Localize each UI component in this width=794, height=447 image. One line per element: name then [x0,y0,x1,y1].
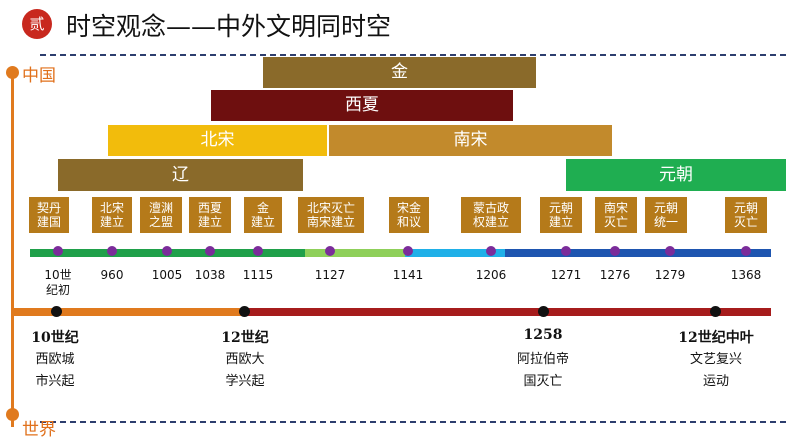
timeline-dot [253,246,263,256]
year-label: 1279 [654,268,686,282]
timeline-dot [205,246,215,256]
world-event-time: 12世纪中叶 [678,330,754,346]
timeline-dot [403,246,413,256]
axis-label-world: 世界 [22,420,56,440]
event-box-qidan-jianguo: 契丹 建国 [29,197,69,233]
world-timeline-dot [710,306,721,317]
timeline-dot [107,246,117,256]
event-box-jin-jianli: 金 建立 [244,197,282,233]
world-event-time: 10世纪 [31,330,79,346]
page-title: 时空观念——中外文明同时空 [66,12,392,41]
year-label: 1206 [475,268,507,282]
timeline-dot [53,246,63,256]
event-box-menggu-zhengquan: 蒙古政 权建立 [461,197,521,233]
event-box-yuanchao-jianli: 元朝 建立 [540,197,582,233]
dynasty-bar-beisong: 北宋 [108,125,327,156]
world-event-desc: 阿拉伯帝 国灭亡 [516,352,569,389]
top-dashed-divider [40,54,786,56]
world-event-time: 12世纪 [221,330,269,346]
year-label: 960 [100,268,124,282]
world-event-desc: 文艺复兴 运动 [689,352,742,389]
dynasty-bar-liao: 辽 [58,159,303,191]
world-timeline-dot [239,306,250,317]
china-timeline-segment-blue [505,249,771,257]
dynasty-bar-jin: 金 [263,57,536,88]
year-label: 1005 [151,268,183,282]
world-timeline-segment-red [246,308,771,316]
dynasty-bar-yuan: 元朝 [566,159,786,191]
axis-top-dot [6,66,19,79]
event-box-beisong-miewang: 北宋灭亡 南宋建立 [298,197,364,233]
dynasty-bar-xixia: 西夏 [211,90,513,121]
year-label: 1368 [730,268,762,282]
timeline-dot [325,246,335,256]
year-label: 1141 [392,268,424,282]
event-box-songjin-heyi: 宋金 和议 [389,197,429,233]
timeline-dot [610,246,620,256]
world-event-time: 1258 [523,327,563,343]
timeline-dot [665,246,675,256]
section-badge: 贰 [22,9,52,39]
event-box-xixia-jianli: 西夏 建立 [189,197,231,233]
year-label: 1127 [314,268,346,282]
year-label: 1038 [194,268,226,282]
event-box-nansong-miewang: 南宋 灭亡 [595,197,637,233]
dynasty-bar-nansong: 南宋 [329,125,612,156]
world-event-desc: 西欧城 市兴起 [35,352,75,389]
timeline-dot [741,246,751,256]
bottom-dashed-divider [40,421,786,423]
china-timeline-segment-cyan [405,249,505,257]
world-timeline-segment-orange [14,308,246,316]
event-box-yuanchao-tongyi: 元朝 统一 [645,197,687,233]
event-box-beisong-jianli: 北宋 建立 [92,197,132,233]
timeline-dot [486,246,496,256]
china-timeline-segment-lightgreen [305,249,405,257]
event-box-chanyuan-zhimeng: 澶渊 之盟 [140,197,182,233]
world-event-desc: 西欧大 学兴起 [225,352,265,389]
world-timeline-dot [51,306,62,317]
world-timeline-dot [538,306,549,317]
year-label: 1271 [550,268,582,282]
axis-bottom-dot [6,408,19,421]
year-label: 1115 [242,268,274,282]
year-label: 10世 纪初 [44,268,72,297]
vertical-axis-line [11,72,14,427]
timeline-dot [561,246,571,256]
timeline-dot [162,246,172,256]
year-label: 1276 [599,268,631,282]
event-box-yuanchao-miewang: 元朝 灭亡 [725,197,767,233]
axis-label-china: 中国 [22,66,56,86]
